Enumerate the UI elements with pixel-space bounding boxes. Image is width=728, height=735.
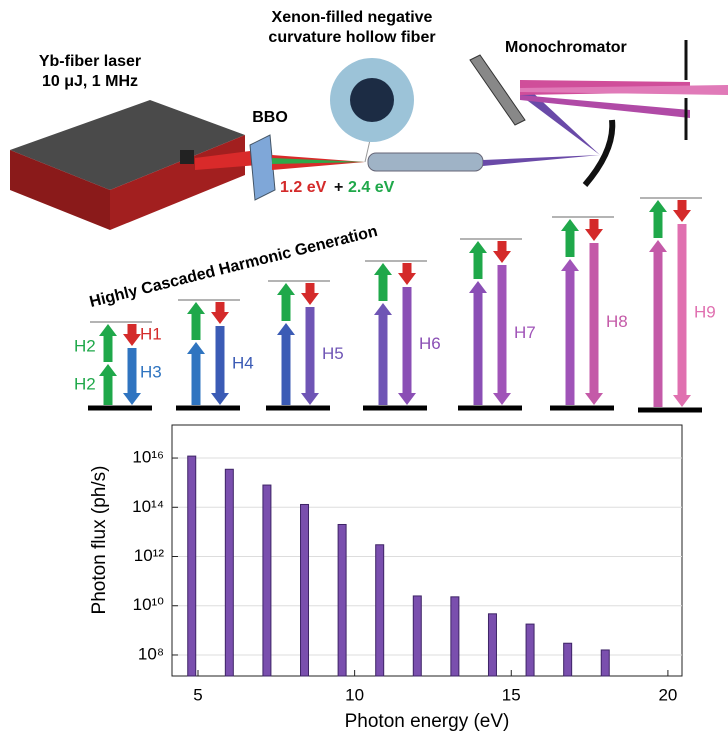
chart: Photon flux (ph/s) Photon energy (eV) 10… — [89, 425, 682, 732]
bar — [225, 469, 233, 676]
bbo-label: BBO — [252, 109, 288, 126]
figure: Yb-fiber laser 10 μJ, 1 MHz BBO Xenon-fi… — [0, 0, 728, 735]
laser-label: 10 μJ, 1 MHz — [42, 73, 138, 90]
arrow-head — [277, 323, 295, 335]
bar — [263, 485, 271, 676]
bar — [488, 614, 496, 676]
scheme-title: Highly Cascaded Harmonic Generation — [88, 223, 379, 311]
fiber — [368, 153, 483, 171]
harmonic-label: H1 — [140, 324, 162, 343]
bar — [564, 643, 572, 676]
arrow-head — [585, 393, 603, 405]
bar — [526, 624, 534, 676]
arrow-head — [187, 302, 205, 314]
y-tick-label: 10¹² — [134, 546, 165, 565]
harmonic-label: H2 — [74, 374, 96, 393]
bar — [301, 504, 309, 676]
energy-label: + — [334, 179, 343, 196]
arrow-head — [211, 312, 229, 324]
arrow-head — [398, 393, 416, 405]
arrow-head — [585, 229, 603, 241]
bar — [413, 596, 421, 676]
y-tick-label: 10¹⁶ — [132, 448, 164, 467]
harmonic-label: H5 — [322, 344, 344, 363]
bar — [376, 545, 384, 676]
arrow-head — [561, 219, 579, 231]
harmonic-label: H8 — [606, 312, 628, 331]
y-axis-label: Photon flux (ph/s) — [89, 466, 110, 615]
monochromator-label: Monochromator — [505, 39, 627, 56]
arrow-head — [493, 251, 511, 263]
arrow-head — [673, 210, 691, 222]
laser-label: Yb-fiber laser — [39, 53, 141, 70]
arrow-head — [211, 393, 229, 405]
harmonic-label: H9 — [694, 302, 716, 321]
fiber-label: Xenon-filled negative — [272, 9, 433, 26]
mirror — [585, 120, 612, 185]
xuv-beam — [483, 155, 600, 166]
grating — [470, 55, 525, 125]
x-axis-label: Photon energy (eV) — [345, 711, 510, 732]
arrow-head — [301, 393, 319, 405]
x-tick-label: 15 — [502, 685, 521, 704]
arrow-head — [99, 324, 117, 336]
arrow-head — [469, 241, 487, 253]
bar — [338, 524, 346, 676]
energy-label: 1.2 eV — [280, 179, 327, 196]
arrow-head — [123, 334, 141, 346]
energy-levels: H2 H2 H1 H3 H4 H5 H6 H7 H8 H9 — [74, 198, 716, 410]
y-tick-label: 10¹⁰ — [133, 595, 165, 614]
y-tick-label: 10⁸ — [138, 644, 164, 663]
arrow-head — [301, 293, 319, 305]
arrow-head — [469, 281, 487, 293]
x-tick-label: 5 — [193, 685, 202, 704]
harmonic-label: H3 — [140, 362, 162, 381]
arrow-head — [374, 263, 392, 275]
arrow-head — [493, 393, 511, 405]
arrow-head — [374, 303, 392, 315]
harmonic-label: H7 — [514, 323, 536, 342]
laser-port — [180, 150, 194, 164]
arrow-head — [123, 393, 141, 405]
energy-label: 2.4 eV — [348, 179, 395, 196]
bar — [188, 456, 196, 676]
arrow-head — [673, 395, 691, 407]
harmonic-label: H2 — [74, 336, 96, 355]
arrow-head — [187, 342, 205, 354]
harmonic-label: H4 — [232, 353, 254, 372]
harmonic-label: H6 — [419, 334, 441, 353]
arrow-head — [561, 259, 579, 271]
arrow-head — [398, 273, 416, 285]
fiber-label: curvature hollow fiber — [268, 29, 435, 46]
bar — [451, 597, 459, 676]
arrow-head — [277, 283, 295, 295]
arrow-head — [99, 364, 117, 376]
x-tick-label: 20 — [658, 685, 677, 704]
bbo-crystal — [250, 135, 275, 200]
bar — [601, 650, 609, 676]
arrow-head — [649, 200, 667, 212]
y-tick-label: 10¹⁴ — [132, 497, 164, 516]
arrow-head — [649, 240, 667, 252]
fiber-core — [350, 78, 394, 122]
x-tick-label: 10 — [345, 685, 364, 704]
plot-frame — [172, 425, 682, 676]
